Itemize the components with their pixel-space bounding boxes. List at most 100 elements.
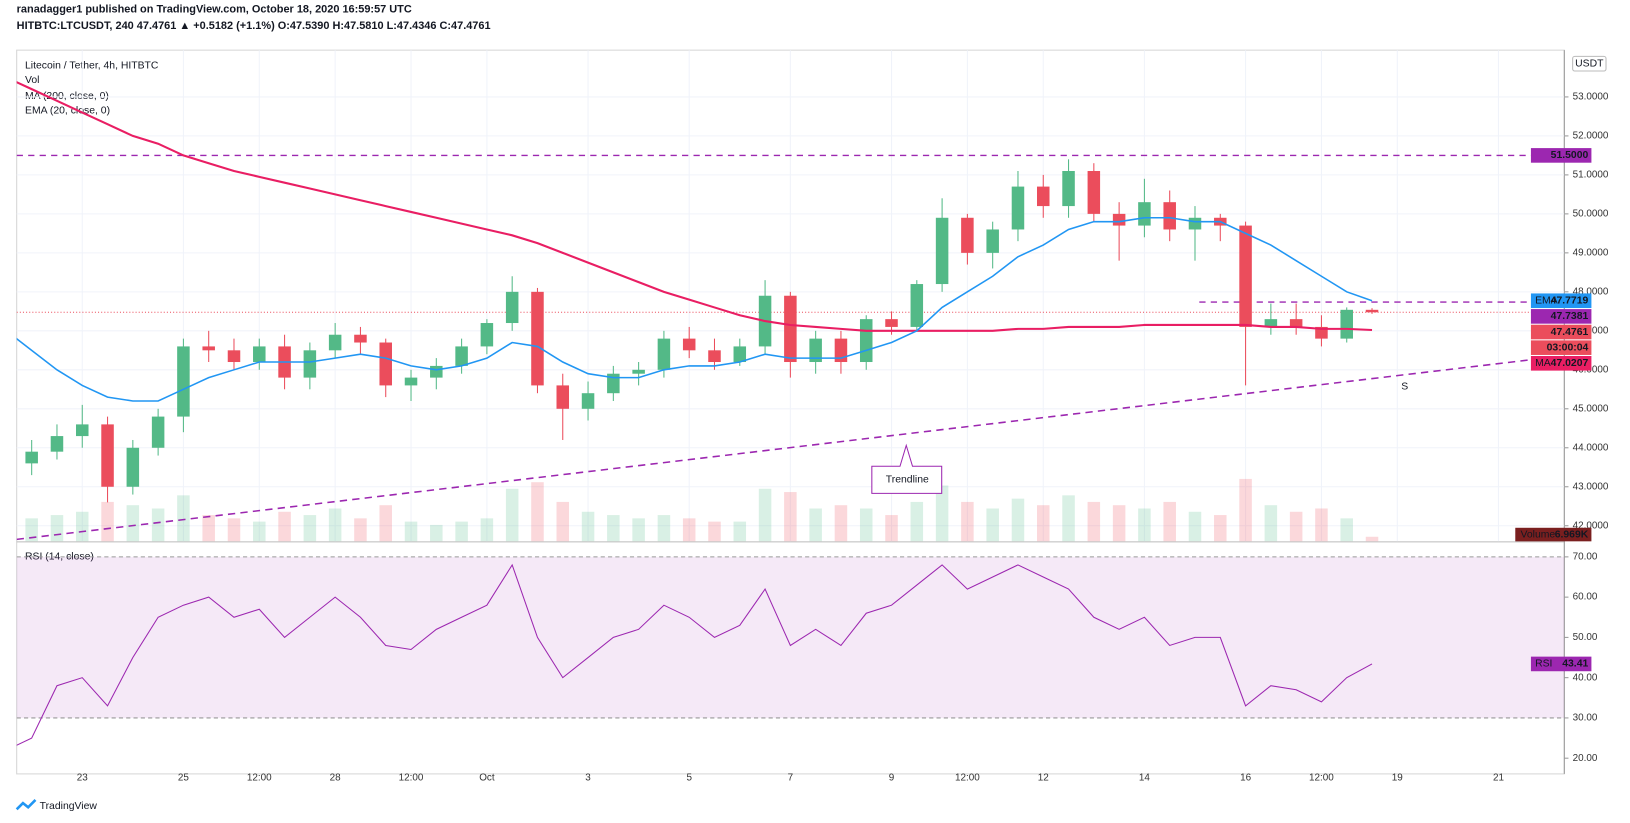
candle-body xyxy=(809,338,822,363)
candle-body xyxy=(1365,309,1379,313)
candle-body xyxy=(303,350,317,378)
volume-bar xyxy=(151,508,165,542)
volume-tag: Volume 6.969K xyxy=(1515,527,1592,542)
candle-body xyxy=(1340,309,1353,339)
x-tick-label: 9 xyxy=(889,773,895,784)
tag-value: 47.0207 xyxy=(1551,358,1589,369)
indicator-line xyxy=(16,216,1373,402)
volume-bar xyxy=(177,495,190,542)
volume-bar xyxy=(1214,515,1227,542)
volume-bar xyxy=(354,518,367,542)
y-tick-label: 44.0000 xyxy=(1573,442,1609,453)
rsi-title: RSI (14, close) xyxy=(25,552,94,563)
tag-value: 6.969K xyxy=(1555,529,1589,540)
y-tick-label: 49.0000 xyxy=(1573,247,1609,258)
candle-body xyxy=(75,424,89,437)
brand-icon xyxy=(15,799,37,811)
y-tick-label: 40.00 xyxy=(1573,672,1598,683)
candle-body xyxy=(1264,319,1278,327)
volume-bar xyxy=(1264,505,1278,542)
currency: USDT xyxy=(1575,58,1604,69)
tag-box xyxy=(1530,656,1592,672)
volume-bar xyxy=(1138,508,1151,542)
candle-body xyxy=(935,217,949,285)
candle-body xyxy=(1087,170,1101,214)
volume-bar xyxy=(910,501,924,542)
x-tick-label: 28 xyxy=(330,773,342,784)
x-tick-label: 3 xyxy=(585,773,591,784)
candle-body xyxy=(682,338,696,351)
candle-body xyxy=(708,350,721,363)
candle-body xyxy=(607,373,620,394)
x-tick-label: 12:00 xyxy=(399,773,424,784)
x-tick-label: 12:00 xyxy=(955,773,980,784)
trendline xyxy=(16,358,1539,541)
tag-name: MA xyxy=(1535,358,1551,369)
y-tick-label: 50.00 xyxy=(1573,632,1598,643)
x-tick-label: 14 xyxy=(1139,773,1151,784)
volume-bar xyxy=(708,521,721,542)
y-tick-label: 52.0000 xyxy=(1573,131,1609,142)
volume-bar xyxy=(430,524,443,542)
candle-body xyxy=(632,369,645,374)
candle-body xyxy=(1112,213,1126,226)
tag-box xyxy=(1530,340,1592,355)
tag-name: EMA xyxy=(1535,295,1558,306)
y-tick-label: 20.00 xyxy=(1573,753,1598,764)
volume-bar xyxy=(1289,511,1303,542)
ma-legend: MA (200, close, 0) xyxy=(25,91,109,102)
volume-bar xyxy=(126,505,140,542)
volume-bar xyxy=(885,515,898,542)
candle-body xyxy=(531,291,544,386)
price-tag: 47.4761 xyxy=(1530,324,1592,340)
rsi-band xyxy=(16,556,1565,718)
volume-bar xyxy=(1011,498,1025,542)
candle-body xyxy=(177,346,190,417)
volume-bar xyxy=(986,508,999,542)
currency-badge[interactable] xyxy=(1572,55,1607,72)
rsi-line xyxy=(16,563,1373,746)
volume-bar xyxy=(480,518,494,542)
tag-box xyxy=(1530,148,1592,163)
tag-box xyxy=(1530,309,1592,324)
tag-name: Volume xyxy=(1520,529,1555,540)
candle-body xyxy=(379,342,392,386)
volume-bar xyxy=(1188,511,1202,542)
candle-body xyxy=(1037,186,1050,207)
candle-body xyxy=(101,424,114,487)
support-label: S xyxy=(1401,382,1408,393)
volume-bar xyxy=(1037,505,1050,542)
x-tick-label: 12:00 xyxy=(247,773,272,784)
volume-bar xyxy=(202,515,215,542)
candle-body xyxy=(1138,202,1151,226)
trendline-label: Trendline xyxy=(886,475,929,486)
y-tick-label: 60.00 xyxy=(1573,592,1598,603)
volume-bar xyxy=(1340,518,1353,542)
volume-bar xyxy=(278,511,291,542)
x-tick-label: Oct xyxy=(479,773,495,784)
x-tick-label: 23 xyxy=(77,773,89,784)
tag-value: 43.41 xyxy=(1562,659,1588,670)
tag-name: RSI xyxy=(1535,659,1552,670)
price-tag: MA 47.0207 xyxy=(1530,356,1592,371)
trendline-callout xyxy=(871,443,943,494)
volume-bar xyxy=(50,515,64,542)
candle-body xyxy=(404,377,418,386)
tag-value: 03:00:04 xyxy=(1547,342,1589,353)
tag-value: 47.4761 xyxy=(1551,327,1589,338)
candle-body xyxy=(859,319,873,363)
x-tick-label: 12 xyxy=(1038,773,1049,784)
rsi-pane xyxy=(16,556,1565,746)
candle-body xyxy=(657,338,671,370)
candle-body xyxy=(885,319,898,327)
volume-bar xyxy=(1112,505,1126,542)
y-tick-label: 30.00 xyxy=(1573,713,1598,724)
volume-bar xyxy=(758,488,772,542)
candle-body xyxy=(910,284,924,327)
x-tick-label: 21 xyxy=(1493,773,1505,784)
candle-body xyxy=(834,338,848,363)
tag-box xyxy=(1530,324,1592,340)
volume-bar xyxy=(784,492,797,542)
brand: TradingView xyxy=(40,801,98,812)
